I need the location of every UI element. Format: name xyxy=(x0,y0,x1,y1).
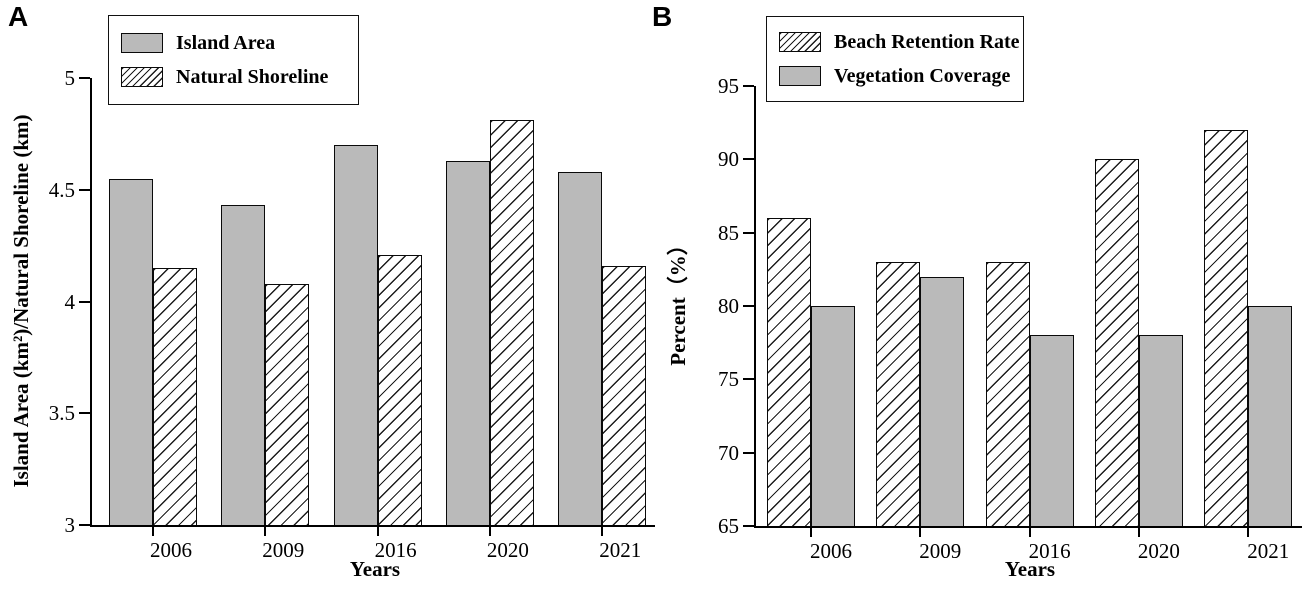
legend-item: Island Area xyxy=(121,32,358,55)
panel-a-legend: Island Area Natural Shoreline xyxy=(108,15,359,105)
hatch-swatch-icon xyxy=(121,67,163,87)
bar-natural-shoreline-2006 xyxy=(153,267,197,526)
panel-b-label: B xyxy=(652,1,673,32)
bar-vegetation-coverage-2006 xyxy=(811,306,855,527)
y-axis-tick xyxy=(79,300,90,303)
solid-swatch-icon xyxy=(779,66,821,86)
y-axis-tick xyxy=(743,378,754,381)
panel-b-y-axis-title: Percent（%） xyxy=(666,234,690,366)
y-axis-tick xyxy=(79,188,90,191)
panel-a-label: A xyxy=(8,1,29,32)
x-tick-label: 2006 xyxy=(810,539,852,563)
y-tick-label: 70 xyxy=(718,440,739,465)
x-axis-tick xyxy=(810,528,812,537)
y-axis-tick xyxy=(743,305,754,307)
bar-beach-retention-rate-2006 xyxy=(767,218,811,527)
bar-island-area-2009 xyxy=(221,205,266,526)
y-axis-line xyxy=(754,86,756,528)
bar-beach-retention-rate-2016 xyxy=(985,262,1030,527)
x-tick-label: 2021 xyxy=(1247,539,1290,563)
bar-beach-retention-rate-2021 xyxy=(1204,130,1249,527)
y-tick-label: 95 xyxy=(718,74,739,98)
x-tick-label: 2021 xyxy=(599,538,642,562)
x-axis-tick xyxy=(1028,528,1031,537)
y-axis-tick xyxy=(743,158,754,161)
y-axis-line xyxy=(90,78,92,527)
y-tick-label: 80 xyxy=(718,294,739,318)
x-axis-tick xyxy=(152,527,154,536)
legend-label: Island Area xyxy=(176,31,276,54)
legend-label: Beach Retention Rate xyxy=(834,30,1020,53)
y-tick-label: 90 xyxy=(718,147,739,172)
bar-vegetation-coverage-2021 xyxy=(1248,306,1293,527)
y-tick-label: 65 xyxy=(718,514,739,538)
x-axis-tick xyxy=(601,527,604,536)
x-axis-tick xyxy=(919,528,922,537)
bar-natural-shoreline-2009 xyxy=(265,283,310,526)
x-tick-label: 2016 xyxy=(374,538,417,562)
bar-vegetation-coverage-2020 xyxy=(1138,335,1183,527)
x-axis-tick xyxy=(376,527,379,536)
legend-item: Natural Shoreline xyxy=(121,66,358,89)
y-axis-tick xyxy=(743,451,754,454)
y-tick-label: 3.5 xyxy=(48,401,75,426)
y-tick-label: 5 xyxy=(64,66,76,90)
bar-island-area-2020 xyxy=(445,160,490,526)
solid-swatch-icon xyxy=(121,33,163,53)
legend-item: Beach Retention Rate xyxy=(779,31,1023,54)
panel-b-legend: Beach Retention Rate Vegetation Coverage xyxy=(766,16,1024,102)
bar-beach-retention-rate-2009 xyxy=(876,262,921,527)
y-axis-tick xyxy=(79,412,90,415)
y-tick-label: 85 xyxy=(718,220,739,245)
bar-island-area-2021 xyxy=(558,171,603,526)
bar-vegetation-coverage-2016 xyxy=(1029,335,1074,527)
x-tick-label: 2020 xyxy=(1137,539,1180,563)
x-axis-line xyxy=(754,526,1302,528)
panel-b-x-axis-title: Years xyxy=(1004,557,1056,581)
bar-beach-retention-rate-2020 xyxy=(1094,159,1139,527)
y-axis-tick xyxy=(743,85,754,87)
hatch-swatch-icon xyxy=(779,32,821,52)
x-axis-tick xyxy=(488,527,491,536)
bar-vegetation-coverage-2009 xyxy=(920,276,965,527)
x-tick-label: 2009 xyxy=(262,538,305,562)
y-tick-label: 4.5 xyxy=(48,177,75,202)
legend-label: Natural Shoreline xyxy=(176,65,329,88)
bar-island-area-2006 xyxy=(109,178,153,526)
x-axis-tick xyxy=(1247,528,1250,537)
y-tick-label: 75 xyxy=(718,367,739,392)
bar-natural-shoreline-2020 xyxy=(489,120,534,526)
y-axis-tick xyxy=(743,231,754,234)
y-axis-tick xyxy=(79,524,90,526)
y-tick-label: 4 xyxy=(64,289,76,314)
x-axis-tick xyxy=(264,527,267,536)
panel-a-x-axis-title: Years xyxy=(349,557,401,581)
x-tick-label: 2009 xyxy=(919,539,962,563)
y-axis-tick xyxy=(79,77,90,79)
legend-label: Vegetation Coverage xyxy=(834,64,1011,87)
x-tick-label: 2006 xyxy=(150,538,192,562)
y-axis-tick xyxy=(743,525,754,527)
x-axis-line xyxy=(90,525,655,527)
x-axis-tick xyxy=(1137,528,1140,537)
bar-island-area-2016 xyxy=(333,145,378,526)
x-tick-label: 2020 xyxy=(486,538,529,562)
bar-natural-shoreline-2021 xyxy=(602,265,647,526)
legend-item: Vegetation Coverage xyxy=(779,65,1023,88)
x-tick-label: 2016 xyxy=(1028,539,1071,563)
y-tick-label: 3 xyxy=(64,513,76,537)
panel-a-y-axis-title: Island Area (km²)/Natural Shoreline (km) xyxy=(9,114,33,488)
